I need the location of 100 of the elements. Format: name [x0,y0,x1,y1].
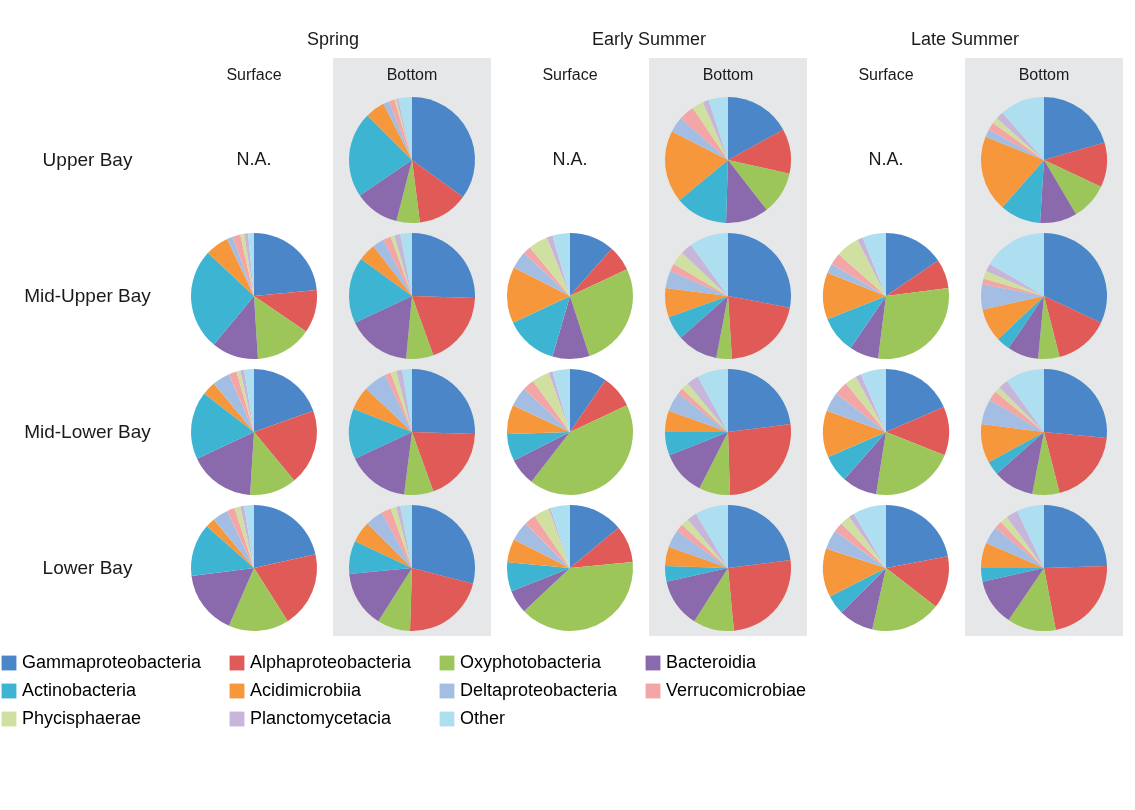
pie-slice [507,539,570,568]
pie-slice [827,263,886,296]
pie-slice [1006,369,1044,432]
pie-slice [1044,142,1107,187]
text: Surface [542,66,598,83]
chart-title: Bottom [386,66,438,83]
pie-slice [728,97,784,160]
pie-slice [367,103,412,160]
pie-slice [406,296,434,359]
pie-slice [412,296,475,356]
pie-slice [996,112,1044,160]
pie-slice [197,432,254,495]
pie-slice [524,247,570,296]
pie-slice [191,393,254,459]
pie-slice [666,568,728,622]
pie-slice [844,432,886,495]
pie-slice [679,160,728,223]
pie-slice [1044,233,1107,323]
pie-slice [982,568,1044,621]
pie-slice [989,391,1044,432]
pie-slice [388,99,412,160]
pie-slice [227,508,254,568]
pie-slice [378,568,412,631]
pie-slice [671,118,728,160]
pie-slice [831,254,886,296]
pie-slice [982,278,1044,296]
pie-slice [886,505,948,568]
pie-slice [1044,566,1107,630]
pie-slice [1008,296,1044,359]
pie-slice [878,288,949,359]
text: Upper Bay [42,149,133,170]
pie-slice [690,233,728,296]
pie-slice [702,100,728,160]
pie-slice [254,233,317,296]
pie-slice [665,546,728,568]
pie-slice [1008,568,1056,631]
pie-slice [213,296,258,359]
pie-slice [513,432,570,482]
legend-label: Deltaproteobacteria [460,680,619,700]
pie-slice [728,424,791,495]
pie-slice [240,505,254,568]
pie-slice [228,371,254,432]
pie-slice [355,296,412,359]
text: N.A. [868,149,904,169]
pie-slice [361,246,412,296]
pie-slice [404,432,434,495]
pie-slice [668,530,728,568]
legend-label: Bacteroidia [666,652,758,672]
pie-slice [412,432,475,492]
pie-slice [841,568,886,630]
pie-slice [860,369,886,432]
pie-slice [412,97,475,198]
pie-slice [385,372,412,432]
pie-slice [998,296,1044,349]
pie-slice [665,566,728,582]
pie-slice [716,296,732,359]
chart-title: Bottom [702,66,754,83]
pie-slice [835,523,886,568]
pie-slice [412,233,475,298]
pie-slice [355,432,412,495]
pie-slice [390,506,412,568]
pie-slice [227,236,254,296]
pie-slice [728,160,790,210]
pie-slice [1044,296,1101,358]
pie-slice [668,393,728,432]
pie-slice [687,513,728,568]
pie-slice [552,233,570,296]
pie-slice [396,369,412,432]
pie-slice [981,568,1044,582]
pie-slice [240,369,254,432]
pie-slice [836,383,886,432]
pie-slice [728,296,790,359]
pie-slice [513,523,570,568]
pie-slice [694,568,734,631]
pie-slice [692,102,728,160]
pie-slice [828,432,886,480]
pie-slice [507,267,570,323]
pie-slice [390,370,412,432]
pie-slice [981,284,1044,310]
legend-label: Actinobacteria [22,680,138,700]
pie-slice [367,512,412,568]
pie-slice [665,410,728,432]
pie-slice [250,432,295,495]
pie-slice [254,554,317,622]
pie-slice [986,527,1044,568]
pie-slice [244,233,254,296]
pie-slice [862,233,886,296]
pie-slice [886,233,939,296]
pie-slice [872,568,936,631]
pie-slice [400,233,412,296]
pie-slice [728,505,791,568]
pie-slice [552,296,590,359]
pie-slice [1002,160,1044,223]
text: Surface [226,66,282,83]
pie-slice [213,511,254,568]
pie-slice [254,296,307,359]
pie-slice [981,136,1044,208]
pie-slice [823,272,886,320]
text: Lower Bay [42,557,133,578]
pie-slice [191,526,254,576]
